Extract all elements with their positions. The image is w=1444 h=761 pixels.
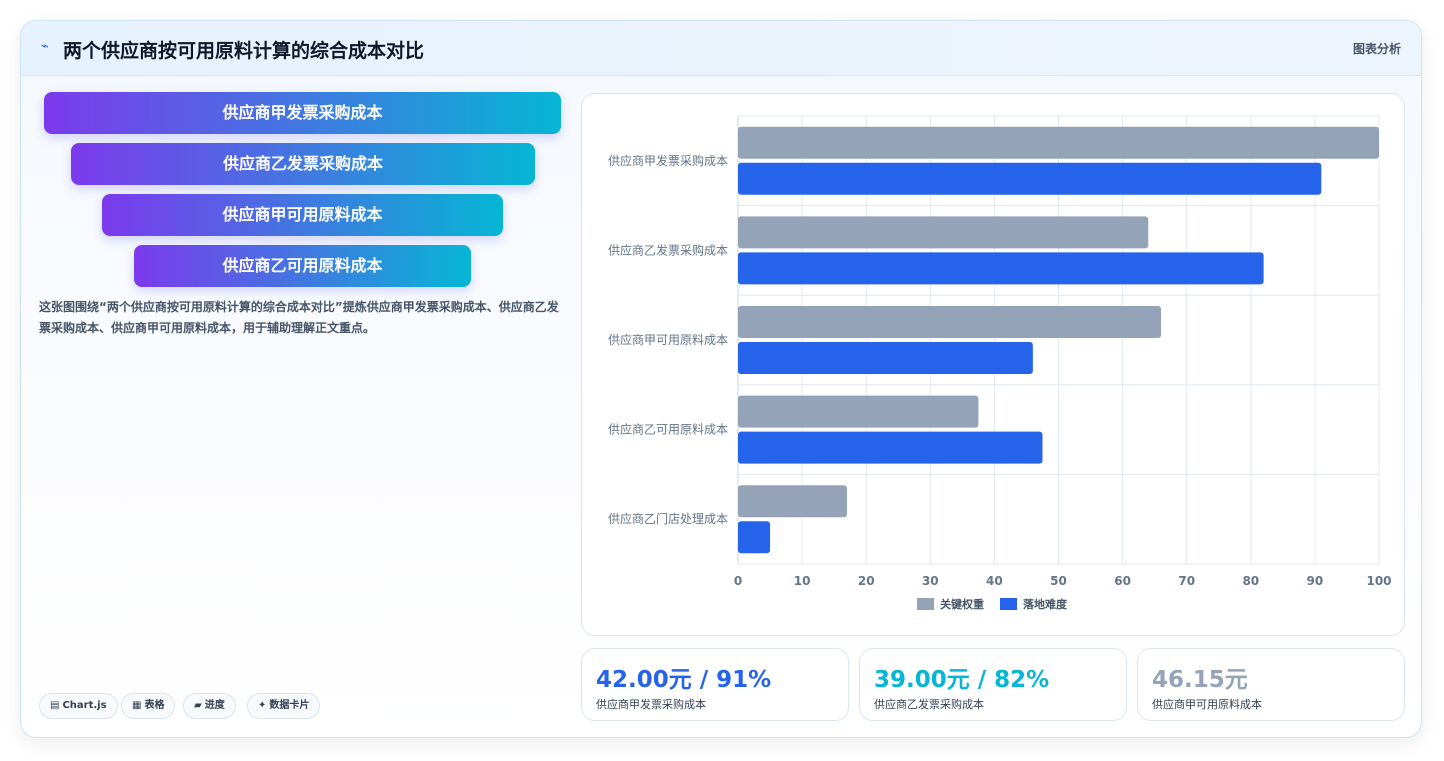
chart-description: 这张图围绕“两个供应商按可用原料计算的综合成本对比”提炼供应商甲发票采购成本、供… [39, 300, 559, 335]
pill-data-card[interactable]: ✦ 数据卡片 [247, 693, 321, 719]
kpi-label: 供应商甲发票采购成本 [596, 698, 706, 711]
x-tick-label: 60 [1114, 574, 1131, 588]
x-tick-label: 40 [986, 574, 1003, 588]
pill-label: 表格 [144, 700, 165, 711]
x-tick-label: 80 [1242, 574, 1259, 588]
y-tick-label: 供应商甲可用原料成本 [608, 332, 728, 347]
pill-progress[interactable]: ▰ 进度 [183, 693, 236, 719]
funnel-step-4: 供应商乙可用原料成本 [134, 245, 471, 287]
bar-key-weight [738, 126, 1379, 159]
chart-line-icon: ⌁ [41, 39, 49, 54]
table-icon: ▦ [132, 700, 142, 711]
x-tick-label: 50 [1050, 574, 1067, 588]
card-header: ⌁ 两个供应商按可用原料计算的综合成本对比 图表分析 [21, 21, 1421, 76]
bar-key-weight [738, 306, 1162, 338]
bar-difficulty [738, 162, 1322, 195]
chart-panel: 供应商甲发票采购成本 供应商乙发票采购成本 供应商甲可用原料成本 供应商乙可用原料成本… [581, 93, 1405, 636]
bar-difficulty [738, 342, 1033, 374]
pill-chartjs[interactable]: ▤ Chart.js [39, 693, 118, 719]
page-title: 两个供应商按可用原料计算的综合成本对比 [63, 40, 425, 62]
dashboard-card: ⌁ 两个供应商按可用原料计算的综合成本对比 图表分析 供应商甲发票采购成本 供应… [20, 20, 1422, 738]
funnel-step-1: 供应商甲发票采购成本 [44, 92, 561, 134]
kpi-value: 42.00元 / 91% [596, 667, 772, 693]
funnel-step-3: 供应商甲可用原料成本 [102, 194, 503, 236]
y-tick-label: 供应商甲发票采购成本 [608, 153, 728, 168]
bar-key-weight [738, 395, 979, 428]
x-tick-label: 100 [1366, 574, 1391, 588]
x-tick-label: 0 [734, 574, 742, 588]
kpi-card-1: 42.00元 / 91% 供应商甲发票采购成本 [581, 648, 849, 721]
pill-table[interactable]: ▦ 表格 [121, 693, 176, 719]
bar-key-weight [738, 485, 847, 518]
legend-swatch [917, 598, 934, 610]
x-tick-label: 30 [922, 574, 939, 588]
kpi-card-3: 46.15元 供应商甲可用原料成本 [1137, 648, 1405, 721]
legend-swatch [1000, 598, 1017, 610]
y-tick-label: 供应商乙发票采购成本 [608, 242, 728, 257]
pill-label: 进度 [204, 700, 225, 711]
funnel-step-2: 供应商乙发票采购成本 [71, 143, 535, 185]
chart-icon: ▤ [50, 700, 60, 711]
pill-label: Chart.js [62, 700, 107, 711]
legend-label: 落地难度 [1023, 597, 1068, 611]
kpi-value: 46.15元 [1152, 667, 1248, 693]
x-tick-label: 90 [1307, 574, 1324, 588]
pill-label: 数据卡片 [269, 700, 310, 711]
sparkle-icon: ✦ [258, 700, 267, 711]
kpi-label: 供应商甲可用原料成本 [1152, 698, 1262, 711]
y-tick-label: 供应商乙门店处理成本 [608, 511, 728, 526]
bar-difficulty [738, 521, 771, 554]
bar-difficulty [738, 252, 1264, 285]
chart-analysis-tag: 图表分析 [1352, 42, 1401, 56]
kpi-label: 供应商乙发票采购成本 [874, 698, 984, 711]
y-tick-label: 供应商乙可用原料成本 [608, 422, 728, 437]
bar-chart: 供应商甲发票采购成本供应商乙发票采购成本供应商甲可用原料成本供应商乙可用原料成本… [608, 115, 1392, 611]
x-tick-label: 70 [1178, 574, 1195, 588]
bar-difficulty [738, 431, 1043, 464]
kpi-value: 39.00元 / 82% [874, 667, 1050, 693]
kpi-card-2: 39.00元 / 82% 供应商乙发票采购成本 [859, 648, 1127, 721]
x-tick-label: 10 [794, 574, 811, 588]
bar-key-weight [738, 216, 1149, 249]
progress-icon: ▰ [194, 700, 202, 711]
x-tick-label: 20 [858, 574, 875, 588]
legend-label: 关键权重 [940, 597, 984, 611]
